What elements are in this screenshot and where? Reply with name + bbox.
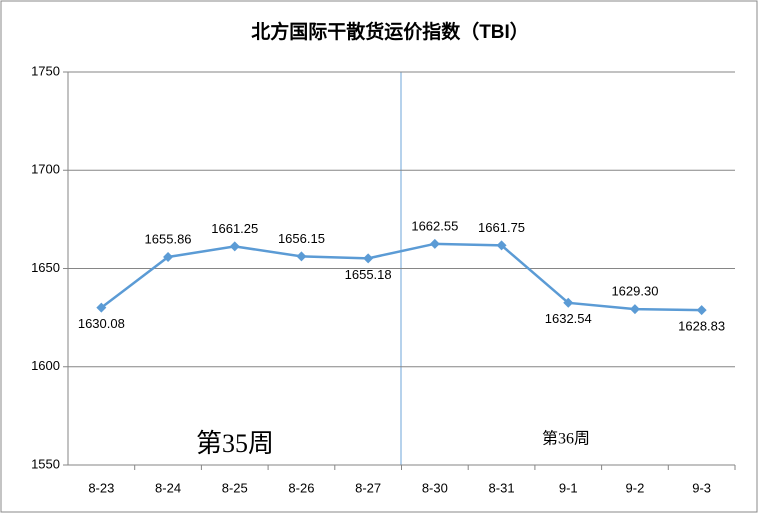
data-label: 1661.75 [478,220,525,235]
data-point [696,305,707,316]
chart-title: 北方国际干散货运价指数（TBI） [251,20,529,43]
data-label: 1656.15 [278,231,325,246]
annotation: 第35周 [196,429,274,458]
data-point [629,304,640,315]
y-tick-label: 1700 [31,162,60,177]
x-tick-label: 9-2 [626,480,645,495]
data-point [563,297,574,308]
data-label: 1628.83 [678,319,725,334]
y-tick-label: 1650 [31,260,60,275]
data-point [163,251,174,262]
x-tick-label: 8-27 [355,480,381,495]
x-tick-label: 8-23 [88,480,114,495]
data-point [496,240,507,251]
data-point [429,238,440,249]
data-label: 1655.86 [145,231,192,246]
x-tick-label: 8-25 [222,480,248,495]
x-tick-label: 9-1 [559,480,578,495]
x-tick-label: 9-3 [692,480,711,495]
data-line [100,242,702,312]
data-label: 1630.08 [78,316,125,331]
data-label: 1662.55 [411,218,458,233]
x-tick-label: 8-24 [155,480,181,495]
x-tick-label: 8-30 [422,480,448,495]
data-point [296,251,307,262]
y-tick-label: 1600 [31,358,60,373]
data-label: 1632.54 [545,311,592,326]
y-tick-label: 1550 [31,456,60,471]
data-point [96,302,107,313]
x-tick-label: 8-31 [489,480,515,495]
data-point [229,241,240,252]
annotation: 第36周 [542,430,590,448]
data-label: 1629.30 [611,284,658,299]
data-label: 1661.25 [211,221,258,236]
y-tick-label: 1750 [31,63,60,78]
data-label: 1655.18 [345,267,392,282]
x-tick-label: 8-26 [288,480,314,495]
data-point [363,253,374,264]
